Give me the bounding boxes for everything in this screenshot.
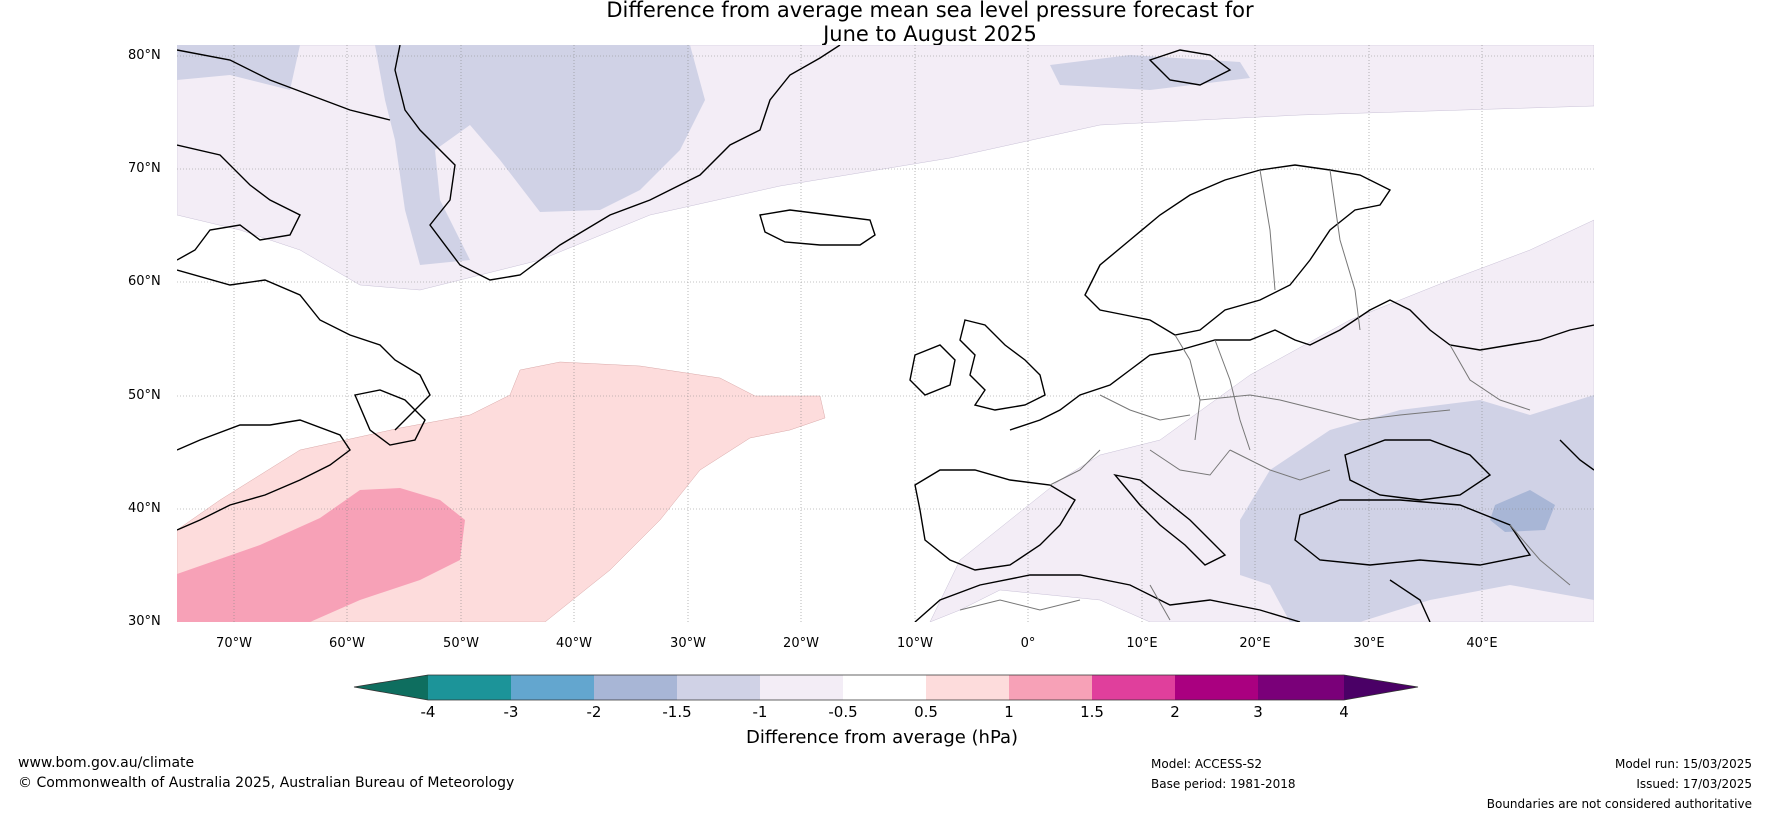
colorbar-title: Difference from average (hPa) (746, 727, 1019, 748)
colorbar-tick-label: -2 (586, 703, 602, 721)
lon-label: 20°E (1239, 636, 1271, 651)
colorbar-bin-2 (511, 675, 594, 700)
colorbar-bin-9 (1092, 675, 1175, 700)
italy-coast (1113, 473, 1227, 566)
ireland-coast (909, 344, 956, 396)
title-line-1: Difference from average mean sea level p… (606, 0, 1254, 22)
colorbar-tick-label: 3 (1253, 703, 1263, 721)
base-period: Base period: 1981-2018 (1151, 777, 1296, 791)
anomaly-region-neg1-svalbard (1050, 55, 1250, 90)
copyright-text: © Commonwealth of Australia 2025, Austra… (18, 775, 515, 791)
colorbar-tick-label: -1 (752, 703, 768, 721)
lat-label: 60°N (128, 274, 161, 289)
labrador-coast (177, 269, 431, 431)
colorbar (353, 674, 1419, 701)
colorbar-tick-label: 0.5 (914, 703, 938, 721)
colorbar-tick-label: 2 (1170, 703, 1180, 721)
coastlines (177, 45, 1594, 622)
north-america-east-coast (177, 419, 351, 531)
lon-label: 50°W (443, 636, 479, 651)
model-run-date: Model run: 15/03/2025 (1614, 757, 1752, 771)
lon-label: 30°W (670, 636, 706, 651)
lat-label: 40°N (128, 501, 161, 516)
lon-label: 10°W (897, 636, 933, 651)
black-sea-coast (1344, 439, 1492, 501)
colorbar-bin-3 (594, 675, 677, 700)
iberia-coast (914, 469, 1076, 571)
colorbar-bin-6 (843, 675, 926, 700)
lat-label: 80°N (128, 48, 161, 63)
colorbar-tick-label: 1 (1004, 703, 1014, 721)
colorbar-bin-11 (1258, 675, 1344, 700)
title-line-2: June to August 2025 (823, 22, 1037, 46)
colorbar-max-extension (1344, 675, 1418, 700)
lon-label: 40°W (556, 636, 592, 651)
lon-label: 40°E (1466, 636, 1498, 651)
colorbar-bin-7 (926, 675, 1009, 700)
country-borders (959, 169, 1571, 621)
britain-coast (959, 319, 1046, 411)
anomaly-region-neg1-greenland (375, 45, 705, 265)
turkey-coast (1294, 499, 1532, 566)
iceland-coast (759, 209, 876, 246)
lon-label: 10°E (1126, 636, 1158, 651)
scandinavia-coast (1084, 164, 1392, 336)
anomaly-region-pos1-atlantic (177, 488, 465, 622)
anomaly-region-neg15-caucasus (1490, 490, 1555, 532)
greenland-north-coast (177, 49, 391, 121)
anomaly-region-neg1-blacksea (1240, 395, 1594, 622)
colorbar-bin-1 (428, 675, 511, 700)
east-mediterranean-coast (1389, 579, 1431, 622)
website-link[interactable]: www.bom.gov.au/climate (18, 755, 195, 771)
greenland-coast (394, 45, 841, 281)
colorbar-bin-10 (1175, 675, 1258, 700)
model-name: Model: ACCESS-S2 (1151, 757, 1263, 771)
lon-label: 30°E (1353, 636, 1385, 651)
colorbar-tick-label: 4 (1339, 703, 1349, 721)
colorbar-tick-label: -1.5 (662, 703, 692, 721)
europe-mainland-coast (1009, 299, 1594, 431)
colorbar-outline (353, 674, 1419, 701)
lon-label: 70°W (216, 636, 252, 651)
issued-date: Issued: 17/03/2025 (1636, 777, 1752, 791)
colorbar-tick-label: -3 (503, 703, 519, 721)
lat-label: 30°N (128, 614, 161, 629)
colorbar-bin-8 (1009, 675, 1092, 700)
colorbar-tick-label: -0.5 (828, 703, 858, 721)
caspian-coast (1559, 439, 1594, 471)
newfoundland-coast (354, 389, 426, 446)
lat-label: 70°N (128, 161, 161, 176)
colorbar-tick-label: -4 (420, 703, 436, 721)
lon-label: 0° (1020, 636, 1036, 651)
svalbard-coast (1148, 49, 1232, 86)
map-title: Difference from average mean sea level p… (0, 0, 1770, 46)
colorbar-bin-5 (760, 675, 843, 700)
boundaries-disclaimer: Boundaries are not considered authoritat… (1486, 797, 1752, 811)
colorbar-bin-4 (677, 675, 760, 700)
colorbar-min-extension (354, 675, 428, 700)
lon-label: 60°W (329, 636, 365, 651)
lon-label: 20°W (783, 636, 819, 651)
lat-label: 50°N (128, 388, 161, 403)
baffin-coast (177, 144, 301, 261)
africa-north-coast (914, 574, 1301, 622)
colorbar-tick-label: 1.5 (1080, 703, 1104, 721)
